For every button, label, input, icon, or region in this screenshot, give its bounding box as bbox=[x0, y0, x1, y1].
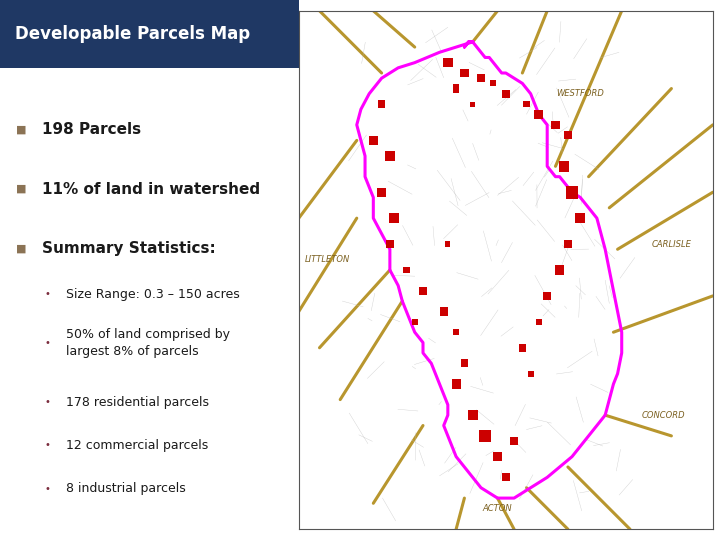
FancyBboxPatch shape bbox=[384, 151, 395, 161]
Text: Size Range: 0.3 – 150 acres: Size Range: 0.3 – 150 acres bbox=[66, 288, 240, 301]
FancyBboxPatch shape bbox=[552, 121, 559, 129]
FancyBboxPatch shape bbox=[559, 161, 569, 172]
FancyBboxPatch shape bbox=[377, 187, 386, 197]
Text: 198 Parcels: 198 Parcels bbox=[42, 122, 141, 137]
FancyBboxPatch shape bbox=[461, 360, 468, 367]
FancyBboxPatch shape bbox=[479, 430, 491, 442]
FancyBboxPatch shape bbox=[470, 102, 475, 107]
Text: Developable Parcels Map: Developable Parcels Map bbox=[15, 25, 250, 43]
Text: ■: ■ bbox=[16, 125, 26, 134]
FancyBboxPatch shape bbox=[518, 344, 526, 352]
Text: •: • bbox=[45, 289, 50, 299]
FancyBboxPatch shape bbox=[386, 240, 394, 248]
FancyBboxPatch shape bbox=[403, 267, 410, 273]
FancyBboxPatch shape bbox=[467, 410, 478, 420]
FancyBboxPatch shape bbox=[389, 213, 399, 224]
Text: CONCORD: CONCORD bbox=[642, 410, 685, 420]
Text: 50% of land comprised by
largest 8% of parcels: 50% of land comprised by largest 8% of p… bbox=[66, 328, 230, 358]
Text: CARLISLE: CARLISLE bbox=[652, 240, 691, 248]
FancyBboxPatch shape bbox=[378, 100, 385, 108]
Text: 8 industrial parcels: 8 industrial parcels bbox=[66, 482, 186, 495]
FancyBboxPatch shape bbox=[419, 287, 427, 295]
FancyBboxPatch shape bbox=[502, 474, 510, 481]
Text: ■: ■ bbox=[16, 184, 26, 194]
Text: 11% of land in watershed: 11% of land in watershed bbox=[42, 181, 260, 197]
FancyBboxPatch shape bbox=[536, 319, 542, 325]
FancyBboxPatch shape bbox=[0, 0, 299, 68]
FancyBboxPatch shape bbox=[451, 380, 461, 389]
Text: 178 residential parcels: 178 residential parcels bbox=[66, 396, 209, 409]
FancyBboxPatch shape bbox=[453, 329, 459, 335]
FancyBboxPatch shape bbox=[453, 84, 459, 93]
FancyBboxPatch shape bbox=[564, 240, 572, 248]
FancyBboxPatch shape bbox=[443, 58, 453, 68]
FancyBboxPatch shape bbox=[477, 75, 485, 82]
Text: Summary Statistics:: Summary Statistics: bbox=[42, 241, 215, 256]
FancyBboxPatch shape bbox=[528, 370, 534, 377]
Text: ACTON: ACTON bbox=[482, 504, 513, 513]
Text: •: • bbox=[45, 338, 50, 348]
FancyBboxPatch shape bbox=[555, 265, 564, 275]
FancyBboxPatch shape bbox=[564, 131, 572, 139]
FancyBboxPatch shape bbox=[412, 319, 418, 325]
FancyBboxPatch shape bbox=[575, 213, 585, 224]
FancyBboxPatch shape bbox=[544, 292, 551, 300]
FancyBboxPatch shape bbox=[490, 80, 497, 86]
Text: ■: ■ bbox=[16, 244, 26, 253]
FancyBboxPatch shape bbox=[566, 186, 578, 199]
Text: •: • bbox=[45, 441, 50, 450]
FancyBboxPatch shape bbox=[510, 437, 518, 445]
Text: •: • bbox=[45, 397, 50, 407]
FancyBboxPatch shape bbox=[460, 69, 469, 77]
Text: WESTFORD: WESTFORD bbox=[557, 89, 604, 98]
Text: LITTLETON: LITTLETON bbox=[305, 255, 351, 264]
Text: •: • bbox=[45, 484, 50, 494]
FancyBboxPatch shape bbox=[446, 241, 450, 247]
FancyBboxPatch shape bbox=[369, 136, 378, 145]
Text: 12 commercial parcels: 12 commercial parcels bbox=[66, 439, 208, 452]
FancyBboxPatch shape bbox=[502, 90, 510, 98]
FancyBboxPatch shape bbox=[493, 452, 502, 461]
FancyBboxPatch shape bbox=[534, 110, 544, 119]
FancyBboxPatch shape bbox=[439, 307, 448, 316]
FancyBboxPatch shape bbox=[523, 101, 530, 107]
